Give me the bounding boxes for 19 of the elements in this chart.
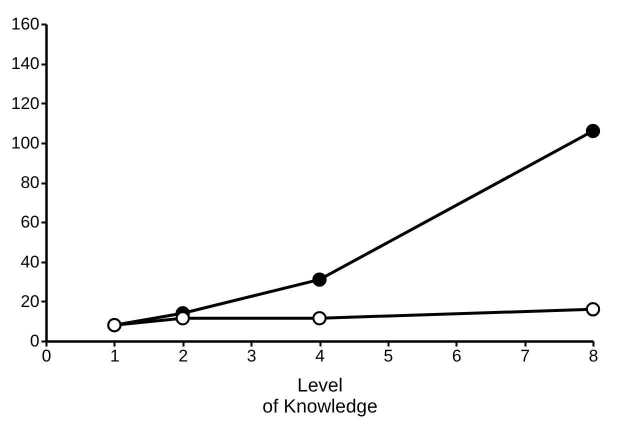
y-tick-label: 20 [20,292,40,311]
y-tick-label: 40 [20,252,40,272]
x-tick-label: 3 [246,346,256,366]
x-tick-label: 5 [384,346,394,366]
y-tick-label: 120 [11,94,40,113]
x-tick-label: 1 [110,346,120,366]
x-axis-title: Level of Knowledge [262,376,378,418]
x-tick-label: 4 [315,346,325,366]
x-tick-label: 7 [520,346,530,366]
y-tick-label: 140 [11,54,40,74]
x-tick-label: 2 [178,346,188,366]
y-tick-label: 60 [20,212,40,232]
y-tick-label: 0 [30,332,40,350]
y-tick-label: 160 [11,14,40,34]
x-tick-label: 6 [452,346,462,366]
x-tick-label: 8 [588,346,598,366]
y-tick-label: 80 [20,173,40,192]
x-tick-label: 0 [42,346,52,366]
y-tick-label: 100 [11,133,40,152]
